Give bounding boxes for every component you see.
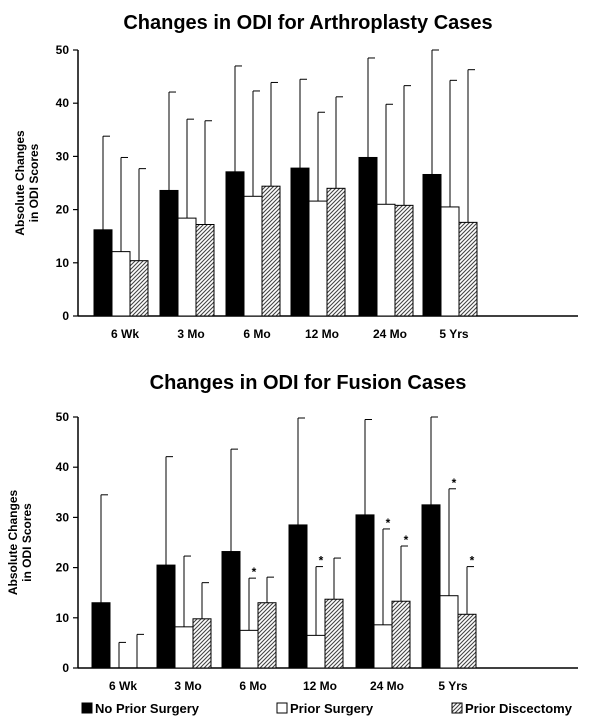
bar [156,564,176,669]
bar [394,204,414,317]
bar [91,602,111,669]
y-tick-label: 30 [56,510,70,524]
bar [261,185,281,317]
bar [174,626,194,669]
bar [422,173,442,317]
bar [93,229,113,317]
x-tick-label: 5 Yrs [439,327,468,341]
significance-marker: * [386,516,391,530]
bar [308,200,328,317]
charts: Changes in ODI for Arthroplasty Cases Abs… [6,12,578,693]
x-tick-label: 6 Wk [109,679,137,693]
chart-title: Changes in ODI for Arthroplasty Cases [123,12,492,34]
x-tick-label: 6 Wk [111,327,139,341]
y-axis-label: in ODI Scores [27,143,41,222]
significance-marker: * [319,554,324,568]
bar [159,189,179,317]
legend-item: Prior Discectomy [451,701,573,716]
y-tick-label: 10 [56,256,70,270]
bar [358,156,378,317]
bar [290,167,310,317]
bar [440,206,460,317]
significance-marker: * [404,533,409,547]
bar [221,551,241,669]
bar [257,602,277,669]
x-tick-label: 3 Mo [174,679,201,693]
bar [355,514,375,669]
bar [243,195,263,317]
x-tick-label: 24 Mo [373,327,407,341]
bar [324,598,344,669]
legend-swatch [81,702,93,714]
chart-fusion: Changes in ODI for Fusion Cases Absolute … [6,372,578,693]
bar [225,171,245,317]
bar [239,629,259,669]
legend-label: Prior Discectomy [465,701,573,716]
legend: No Prior Surgery Prior Surgery Prior Disce… [81,701,573,716]
x-tick-label: 5 Yrs [438,679,467,693]
bar [458,221,478,317]
y-tick-label: 0 [62,661,69,675]
y-tick-label: 20 [56,561,70,575]
legend-label: No Prior Surgery [95,701,200,716]
y-axis-label: in ODI Scores [20,503,34,582]
x-tick-label: 6 Mo [239,679,266,693]
y-tick-label: 0 [62,309,69,323]
bar [391,600,411,669]
y-tick-label: 20 [56,203,70,217]
y-axis-label: Absolute Changes [6,490,20,596]
x-tick-label: 12 Mo [305,327,339,341]
y-tick-label: 40 [56,460,70,474]
legend-swatch [276,702,288,714]
x-tick-label: 3 Mo [177,327,204,341]
bar [177,217,197,317]
bar [439,595,459,669]
chart-arthroplasty: Changes in ODI for Arthroplasty Cases Abs… [13,12,578,341]
y-tick-label: 50 [56,43,70,57]
bar [129,260,149,317]
x-tick-label: 6 Mo [243,327,270,341]
significance-marker: * [452,476,457,490]
bar [306,634,326,669]
legend-label: Prior Surgery [290,701,374,716]
bar [195,223,215,317]
bar [111,251,131,317]
chart-title: Changes in ODI for Fusion Cases [150,372,467,394]
y-tick-label: 30 [56,149,70,163]
y-axis-label: Absolute Changes [13,130,27,236]
bar [373,624,393,669]
legend-swatch [451,702,463,714]
x-tick-label: 24 Mo [370,679,404,693]
bar [376,203,396,317]
significance-marker: * [470,554,475,568]
bar [288,524,308,669]
bar [192,618,212,669]
bar [457,613,477,669]
significance-marker: * [252,565,257,579]
bar [326,187,346,317]
legend-item: No Prior Surgery [81,701,200,716]
y-tick-label: 10 [56,611,70,625]
y-tick-label: 40 [56,96,70,110]
bar [421,504,441,669]
legend-item: Prior Surgery [276,701,374,716]
y-tick-label: 50 [56,410,70,424]
x-tick-label: 12 Mo [303,679,337,693]
